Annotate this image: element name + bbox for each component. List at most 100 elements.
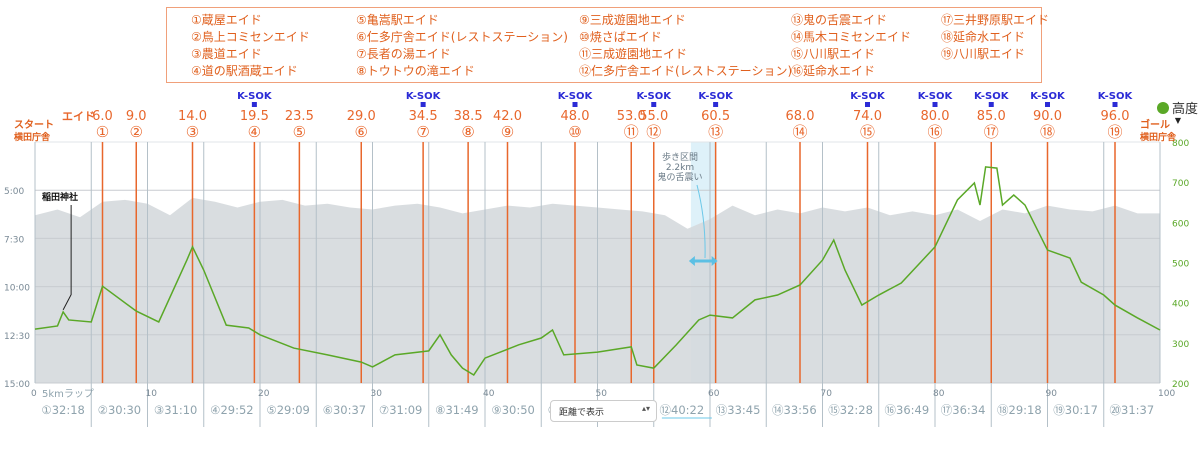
lap-time-label: ⑭33:56 — [772, 403, 817, 417]
legend-item: ⑨三成遊園地エイド — [579, 13, 686, 27]
legend-item: ⑲八川駅エイド — [941, 47, 1026, 61]
elevation-legend-dot — [1157, 102, 1169, 114]
aid-km-label: 90.0 — [1033, 109, 1062, 124]
pace-tick-label: 5:00 — [4, 187, 24, 197]
pace-tick-label: 10:00 — [4, 284, 30, 294]
x-tick-label: 30 — [371, 389, 383, 399]
ksok-label: K-SOK — [1030, 91, 1066, 102]
aid-km-label: 14.0 — [178, 109, 207, 124]
legend-item: ⑤亀嵩駅エイド — [356, 13, 439, 27]
annotation-walk-line: 2.2km — [666, 163, 694, 173]
goal-label: ゴール — [1140, 118, 1170, 131]
legend-item: ④道の駅酒蔵エイド — [191, 64, 298, 78]
elevation-tick-label: 300 — [1172, 340, 1189, 350]
view-mode-value: 距離で表示 — [559, 408, 605, 418]
aid-header: エイド — [62, 110, 95, 123]
annotation-walk-pointer — [696, 184, 706, 259]
lap-time-label: ⑲30:17 — [1053, 403, 1098, 417]
ksok-label: K-SOK — [850, 91, 886, 102]
x-tick-label: 90 — [1046, 389, 1058, 399]
aid-number-label: ⑲ — [1107, 123, 1122, 141]
elevation-tick-label: 800 — [1172, 139, 1189, 149]
elevation-tick-label: 200 — [1172, 380, 1189, 390]
ksok-label: K-SOK — [637, 91, 673, 102]
lap-time-label: ⑤29:09 — [266, 403, 309, 417]
ksok-label: K-SOK — [558, 91, 594, 102]
aid-number-label: ⑨ — [501, 123, 514, 141]
aid-number-label: ⑯ — [927, 123, 942, 141]
lap-time-label[interactable]: ⑫40:22 — [660, 403, 705, 417]
aid-number-label: ⑫ — [646, 123, 661, 141]
aid-number-label: ⑤ — [293, 123, 306, 141]
x-tick-label: 20 — [258, 389, 270, 399]
ksok-label: K-SOK — [406, 91, 442, 102]
ksok-label: K-SOK — [698, 91, 734, 102]
ksok-label: K-SOK — [974, 91, 1010, 102]
lap-time-label: ⑬33:45 — [716, 403, 761, 417]
ksok-marker — [932, 102, 938, 107]
aid-km-label: 80.0 — [921, 109, 950, 124]
ksok-label: K-SOK — [237, 91, 273, 102]
annotation-walk-line: 歩き区間 — [662, 151, 698, 163]
pace-tick-label: 15:00 — [4, 380, 30, 390]
aid-legend: ①蔵屋エイド ②鳥上コミセンエイド ③農道エイド ④道の駅酒蔵エイド ⑤亀嵩駅エイド ⑥仁… — [166, 7, 1049, 83]
annotation-shrine: 稲田神社 — [42, 191, 78, 203]
x-tick-label: 70 — [821, 389, 833, 399]
aid-km-label: 60.5 — [701, 109, 730, 124]
annotation-pointer — [62, 205, 72, 311]
x-tick-label: 100 — [1158, 389, 1175, 399]
legend-item: ⑧トウトウの滝エイド — [356, 64, 475, 78]
aid-number-label: ③ — [186, 123, 199, 141]
elevation-tick-label: 400 — [1172, 300, 1189, 310]
elevation-tick-label: 700 — [1172, 179, 1189, 189]
aid-km-label: 34.5 — [409, 109, 438, 124]
view-mode-select[interactable]: 距離で表示 ▴▾ — [550, 400, 657, 422]
legend-item: ⑫仁多庁舎エイド(レストステーション) — [579, 64, 793, 78]
elevation-legend-label: 高度 — [1172, 101, 1198, 117]
legend-item: ②鳥上コミセンエイド — [191, 30, 310, 44]
aid-km-label: 85.0 — [977, 109, 1006, 124]
legend-item: ⑪三成遊園地エイド — [579, 47, 688, 61]
aid-km-label: 68.0 — [786, 109, 815, 124]
annotation-walk-line: 鬼の舌震い — [657, 171, 702, 183]
ksok-label: K-SOK — [1098, 91, 1134, 102]
start-label-place: 横田庁舎 — [14, 131, 51, 143]
lap-time-label: ④29:52 — [210, 403, 253, 417]
aid-km-label: 74.0 — [853, 109, 882, 124]
legend-item: ⑯延命水エイド — [791, 64, 876, 78]
legend-item: ⑦長者の湯エイド — [356, 47, 451, 61]
aid-number-label: ⑩ — [568, 123, 581, 141]
aid-km-label: 23.5 — [285, 109, 314, 124]
aid-number-label: ⑰ — [984, 123, 999, 141]
lap-time-label: ⑧31:49 — [435, 403, 478, 417]
legend-item: ⑩焼さばエイド — [579, 30, 662, 44]
lap-time-label: ③31:10 — [154, 403, 197, 417]
lap-header: 5kmラップ — [42, 388, 94, 400]
ksok-marker — [420, 102, 426, 107]
legend-item: ①蔵屋エイド — [191, 13, 262, 27]
x-tick-label: 10 — [146, 389, 158, 399]
lap-time-label: ⑯36:49 — [885, 403, 930, 417]
aid-km-label: 19.5 — [240, 109, 269, 124]
pace-tick-label: 12:30 — [4, 332, 30, 342]
aid-number-label: ⑧ — [461, 123, 474, 141]
legend-item: ⑬鬼の舌震エイド — [791, 13, 888, 27]
legend-item: ⑭馬木コミセンエイド — [791, 30, 912, 44]
legend-item: ⑰三井野原駅エイド — [941, 13, 1050, 27]
lap-time-label: ⑨30:50 — [491, 403, 534, 417]
aid-km-label: 42.0 — [493, 109, 522, 124]
lap-time-label: ⑱29:18 — [997, 403, 1042, 417]
aid-km-label: 53.0 — [617, 109, 646, 124]
aid-number-label: ② — [130, 123, 143, 141]
pace-tick-label: 7:30 — [4, 235, 24, 245]
elevation-tick-label: 500 — [1172, 260, 1189, 270]
ksok-marker — [572, 102, 578, 107]
aid-number-label: ⑱ — [1040, 123, 1055, 141]
legend-item: ⑮八川駅エイド — [791, 47, 876, 61]
ksok-marker — [988, 102, 994, 107]
aid-km-label: 29.0 — [347, 109, 376, 124]
goal-label-place: 横田庁舎 — [1140, 131, 1177, 143]
x-tick-label: 50 — [596, 389, 608, 399]
lap-time-label: ⑦31:09 — [379, 403, 422, 417]
